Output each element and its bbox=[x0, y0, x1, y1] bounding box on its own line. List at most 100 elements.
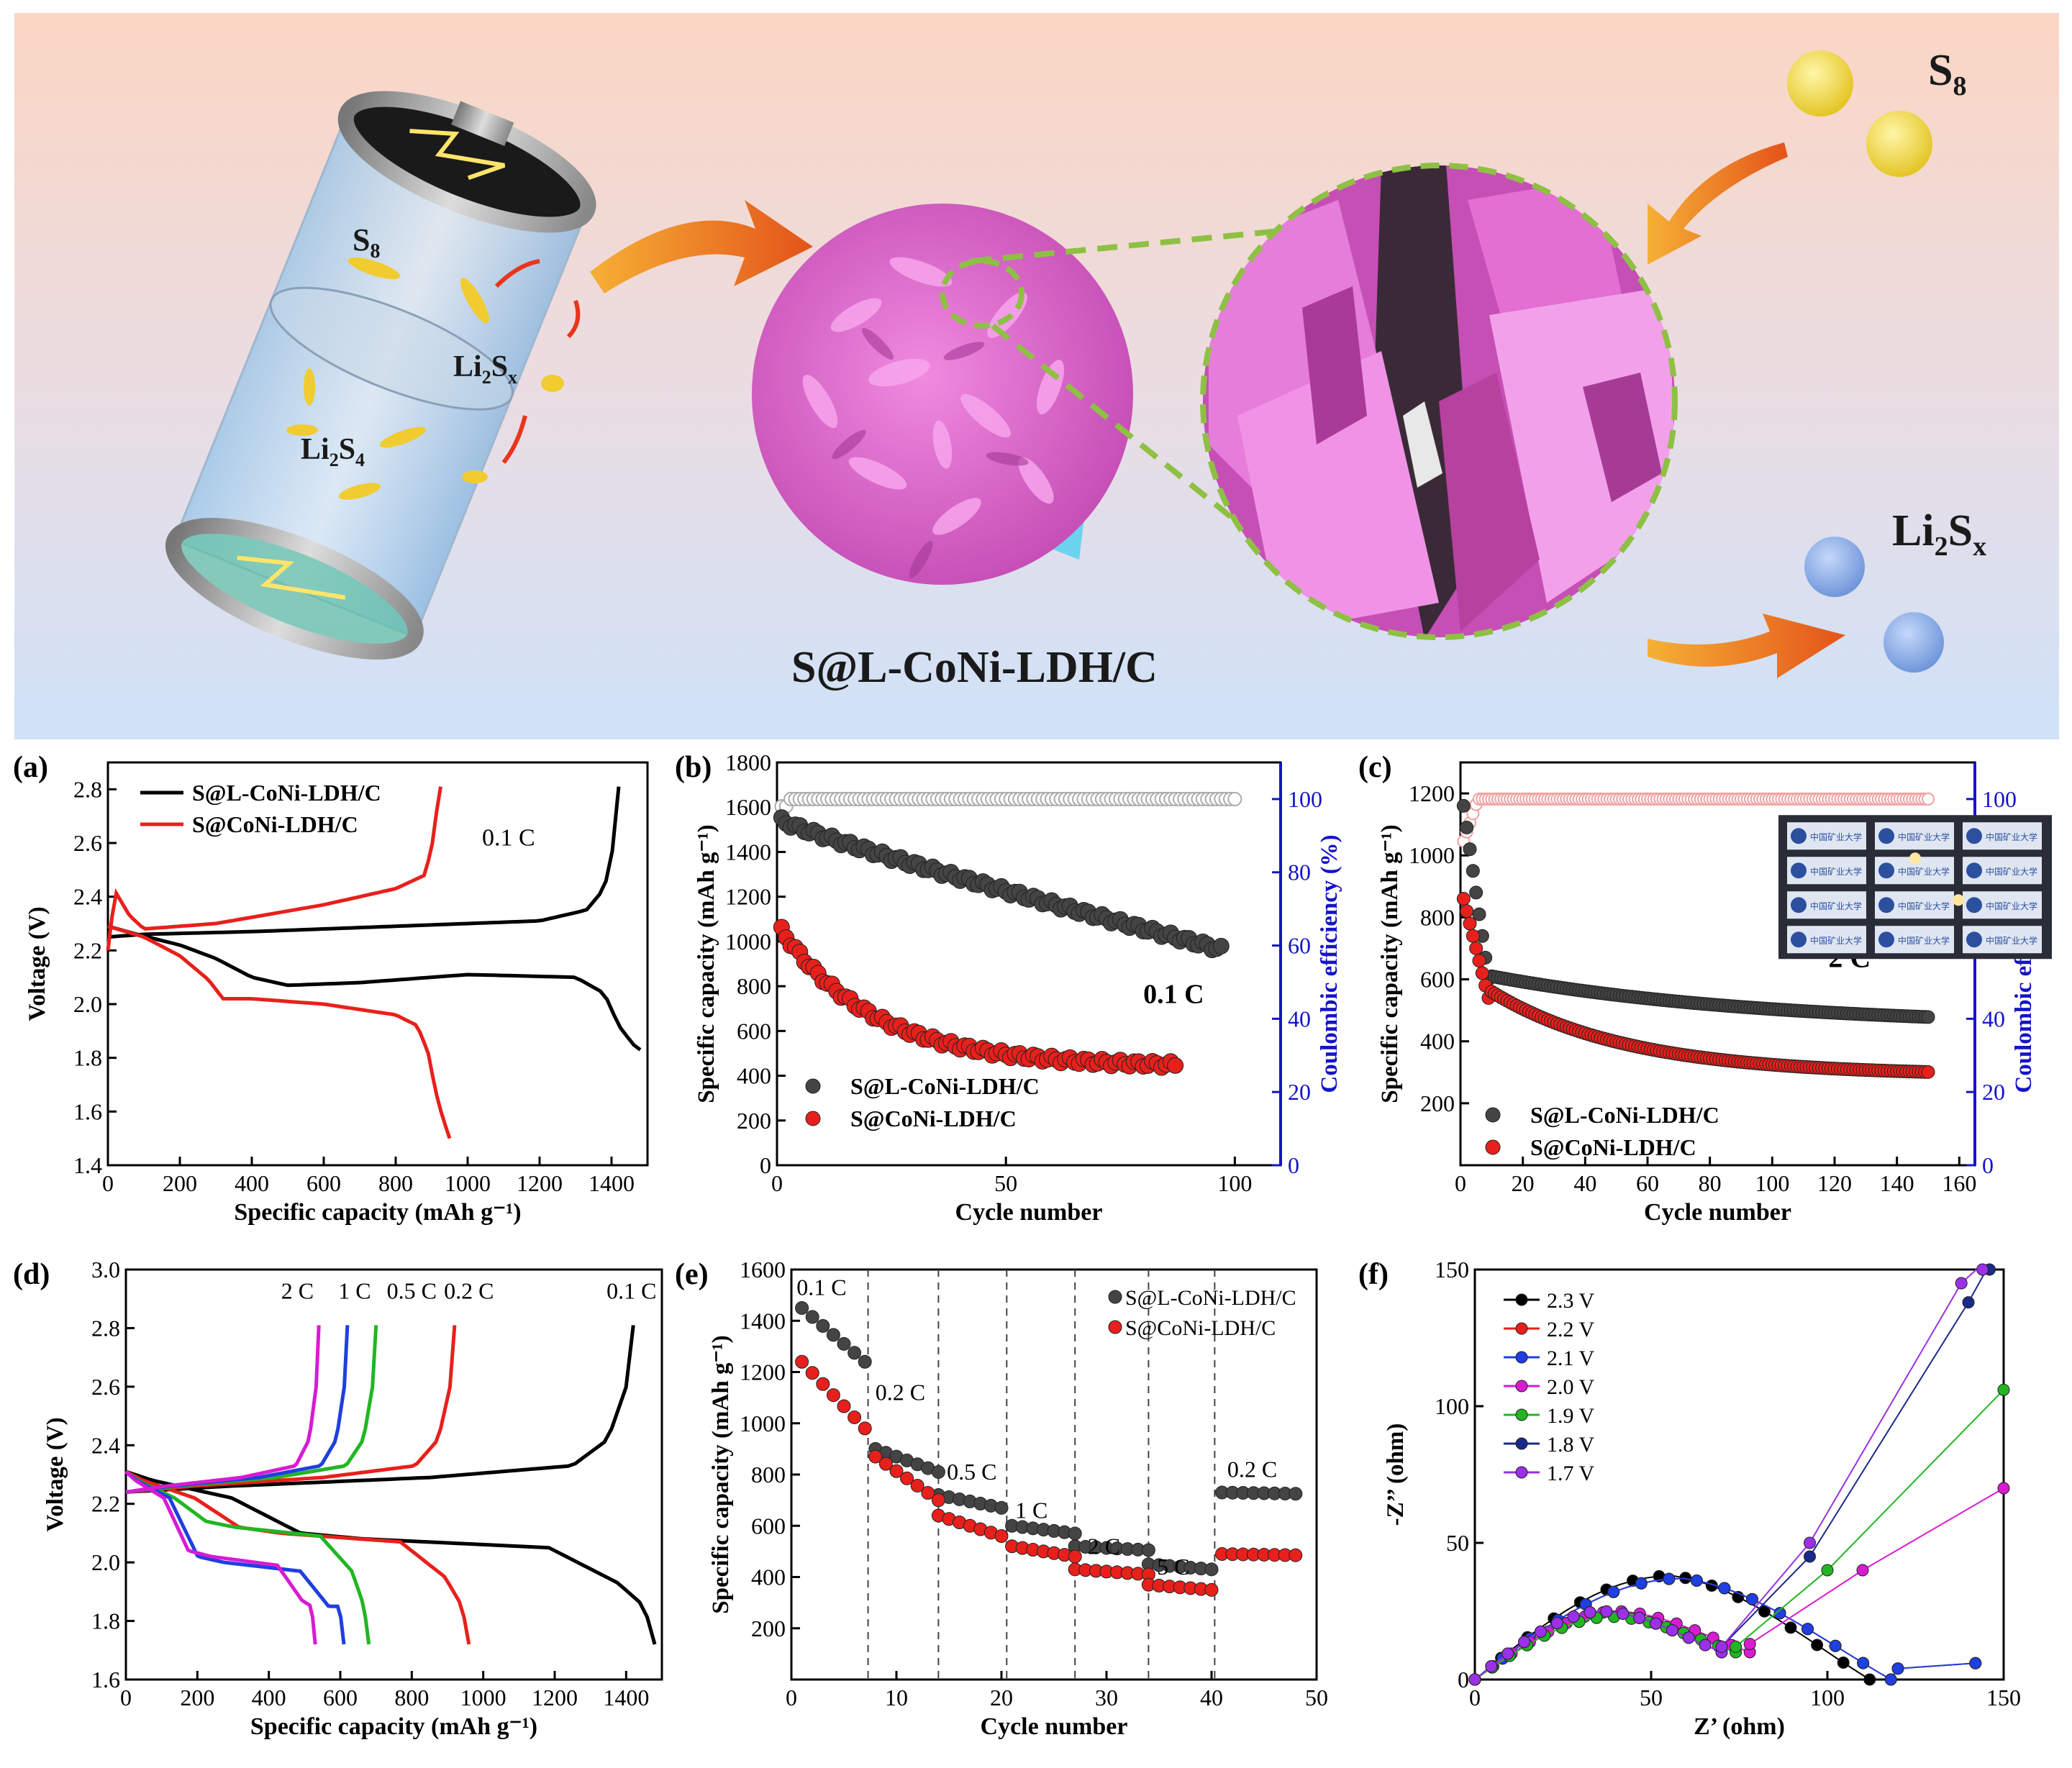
capacity-point bbox=[994, 1500, 1009, 1515]
x-axis-title: Cycle number bbox=[1644, 1199, 1791, 1226]
nyquist-point bbox=[1801, 1623, 1814, 1636]
inset-logo bbox=[1878, 862, 1894, 879]
capacity-point bbox=[868, 1449, 883, 1464]
capacity-point bbox=[1463, 916, 1477, 931]
x-axis-title: Z’ (ohm) bbox=[1694, 1713, 1785, 1740]
inset-logo bbox=[1878, 897, 1894, 913]
y-axis-title: Specific capacity (mAh g⁻¹) bbox=[1377, 824, 1403, 1103]
chart-b-svg: 0 50 1000200400600800100012001400160018000… bbox=[675, 749, 1342, 1226]
x-axis-title: Cycle number bbox=[955, 1199, 1103, 1226]
capacity-point bbox=[1167, 1057, 1184, 1074]
nyquist-point bbox=[1567, 1610, 1580, 1623]
rate-label: 0.5 C bbox=[387, 1278, 437, 1304]
s8-label: S8 bbox=[1928, 46, 1966, 101]
scheme-illustration: S8 Li2Sx Li2S4 bbox=[14, 13, 2059, 739]
nyquist-point bbox=[1829, 1639, 1842, 1652]
y2-tick-label: 80 bbox=[1288, 860, 1311, 885]
panel-letter: (d) bbox=[13, 1258, 50, 1291]
nyquist-point bbox=[1997, 1482, 2010, 1495]
nyquist-point bbox=[1955, 1277, 1968, 1290]
legend-swatch bbox=[1515, 1437, 1528, 1450]
nyquist-point bbox=[1485, 1660, 1498, 1673]
x-tick-label: 20 bbox=[1512, 1170, 1535, 1196]
capacity-point bbox=[1212, 937, 1230, 954]
y-tick-label: 50 bbox=[1446, 1530, 1469, 1556]
x-tick-label: 50 bbox=[1305, 1685, 1328, 1710]
rate-label: 0.2 C bbox=[876, 1380, 925, 1405]
rate-label: 1 C bbox=[1015, 1498, 1048, 1523]
capacity-point bbox=[1456, 892, 1471, 906]
discharge-curve bbox=[124, 1469, 371, 1645]
scheme-svg: S8 Li2Sx Li2S4 bbox=[14, 13, 2059, 739]
x-tick-label: 200 bbox=[163, 1170, 197, 1196]
y-tick-label: 1.6 bbox=[91, 1667, 120, 1692]
capacity-point bbox=[805, 1310, 819, 1324]
y-tick-label: 1200 bbox=[740, 1359, 786, 1385]
capacity-point bbox=[910, 1478, 924, 1493]
capacity-point bbox=[816, 1377, 830, 1391]
nyquist-point bbox=[1635, 1577, 1648, 1590]
chart-a-svg: 0 200 400 600 800 1000 1200 1400 1.4 1.6 1.8 2.0 2.2… bbox=[13, 751, 649, 1226]
y-tick-label: 600 bbox=[751, 1513, 786, 1539]
discharge-curve bbox=[124, 1469, 471, 1645]
x-tick-label: 0 bbox=[786, 1685, 797, 1710]
legend-swatch bbox=[1108, 1290, 1122, 1304]
inset-logo bbox=[1878, 828, 1894, 844]
x-tick-label: 0 bbox=[102, 1170, 114, 1196]
legend-swatch bbox=[805, 1078, 821, 1094]
battery-reaction-arrows bbox=[494, 259, 581, 464]
discharge-curve bbox=[107, 924, 452, 1139]
legend-swatch bbox=[805, 1111, 821, 1126]
plot-frame bbox=[776, 761, 1282, 1167]
capacity-point bbox=[795, 1300, 809, 1315]
legend-label: S@CoNi-LDH/C bbox=[1530, 1134, 1696, 1160]
rate-annotation: 0.1 C bbox=[1143, 979, 1204, 1009]
capacity-point bbox=[1466, 864, 1480, 878]
y-tick-label: 2.6 bbox=[91, 1374, 120, 1400]
zoom-circle bbox=[1200, 163, 1678, 640]
capacity-point bbox=[1921, 1065, 1935, 1079]
inset-logo bbox=[1966, 862, 1982, 879]
y-tick-label: 1.6 bbox=[73, 1098, 102, 1124]
capacity-point bbox=[889, 1464, 904, 1478]
nyquist-point bbox=[1804, 1550, 1816, 1563]
s8-spheres bbox=[1787, 50, 1932, 177]
inset-tile-text: 中国矿业大学 bbox=[1810, 831, 1862, 842]
y2-tick-label: 0 bbox=[1982, 1152, 1994, 1178]
y-tick-label: 800 bbox=[737, 973, 771, 999]
nyquist-point bbox=[1891, 1662, 1904, 1675]
panel-c: 0 20 40 60 80 100 120 140 160 200 400 600 800 1000 120… bbox=[1353, 748, 2065, 1252]
inset-led bbox=[1953, 894, 1964, 906]
rate-label: 0.1 C bbox=[606, 1278, 656, 1304]
x-tick-label: 60 bbox=[1636, 1170, 1659, 1196]
y-tick-label: 1000 bbox=[725, 929, 771, 954]
y-axis-title: Specific capacity (mAh g⁻¹) bbox=[694, 824, 719, 1103]
battery-li2sx-label: Li2Sx bbox=[453, 350, 517, 388]
arrow-to-material bbox=[590, 200, 813, 293]
x-tick-label: 40 bbox=[1200, 1685, 1223, 1710]
capacity-point bbox=[816, 1318, 830, 1333]
capacity-point bbox=[1204, 1582, 1219, 1597]
battery-li2s4-label: Li2S4 bbox=[301, 433, 365, 470]
nyquist-point bbox=[1715, 1640, 1728, 1653]
nyquist-point bbox=[1468, 1673, 1481, 1686]
nyquist-point bbox=[1863, 1673, 1876, 1686]
charge-curve bbox=[125, 1325, 378, 1494]
rate-label: 2 C bbox=[281, 1278, 314, 1304]
charge-curve bbox=[106, 786, 442, 951]
y-tick-label: 400 bbox=[737, 1063, 771, 1089]
capacity-point bbox=[1068, 1549, 1082, 1564]
y-tick-label: 200 bbox=[737, 1108, 771, 1134]
plot-frame bbox=[1473, 1268, 2005, 1681]
legend-swatch bbox=[1485, 1139, 1501, 1155]
capacity-point bbox=[921, 1486, 935, 1500]
ce-point bbox=[1922, 792, 1935, 806]
y-tick-label: 1000 bbox=[1409, 842, 1455, 868]
x-tick-label: 1400 bbox=[589, 1170, 635, 1196]
inset-logo bbox=[1791, 897, 1807, 913]
inset-logo bbox=[1966, 931, 1982, 948]
y-axis-title: Specific capacity (mAh g⁻¹) bbox=[708, 1335, 734, 1614]
x-tick-label: 0 bbox=[120, 1685, 132, 1710]
arrow-s8-in bbox=[1648, 142, 1788, 265]
capacity-point bbox=[848, 1346, 862, 1360]
